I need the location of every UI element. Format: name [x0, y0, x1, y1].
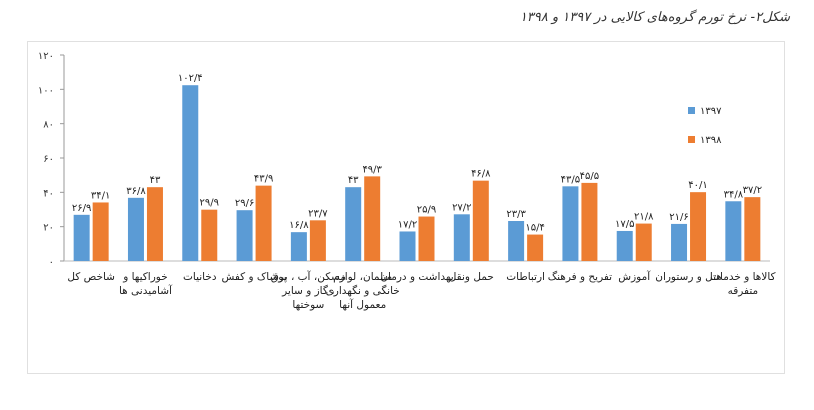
bar: [690, 192, 707, 261]
y-tick-label: ۱۲۰: [38, 51, 54, 62]
y-tick-label: ۸۰: [43, 120, 54, 131]
bar: [236, 210, 253, 261]
chart-title: شکل۲- نرخ تورم گروه‌های کالایی در ۱۳۹۷ و…: [519, 10, 790, 25]
x-tick-label: شاخص کل: [67, 271, 115, 283]
data-label: ۴۳: [348, 175, 359, 186]
data-label: ۳۴/۸: [724, 189, 744, 200]
bar: [146, 187, 163, 261]
data-label: ۴۳: [150, 175, 161, 186]
data-label: ۴۶/۸: [471, 169, 491, 180]
data-label: ۱۷/۲: [398, 219, 417, 230]
data-label: ۲۹/۶: [235, 198, 254, 209]
bar: [364, 176, 381, 261]
x-tick-label: مبلمان، لوازم خانگی و نگهداری معمول آنها: [325, 271, 400, 311]
data-label: ۲۳/۳: [506, 209, 526, 220]
y-tick-label: ۴۰: [43, 188, 54, 199]
x-tick-label: ارتباطات: [506, 271, 545, 283]
bar: [345, 187, 362, 261]
data-label: ۳۶/۸: [126, 186, 146, 197]
data-label: ۲۱/۶: [669, 212, 688, 223]
data-label: ۱۶/۸: [289, 220, 309, 231]
bar: [527, 234, 544, 261]
data-label: ۲۶/۹: [72, 203, 91, 214]
x-tick-label: خوراکیها و آشامیدنی ها: [118, 271, 172, 297]
bar: [616, 230, 633, 261]
data-label: ۴۳/۹: [254, 174, 273, 185]
x-tick-label: پوشاک و کفش: [221, 271, 287, 283]
data-label: ۲۳/۷: [308, 208, 328, 219]
bar: [201, 209, 218, 261]
data-label: ۱۵/۴: [525, 223, 544, 234]
bar: [309, 220, 326, 261]
data-label: ۳۴/۱: [91, 190, 110, 201]
data-label: ۳۷/۲: [743, 185, 762, 196]
data-label: ۴۳/۵: [561, 174, 580, 185]
y-tick-label: ۰: [49, 257, 54, 268]
data-label: ۲۹/۹: [200, 198, 219, 209]
y-tick-label: ۶۰: [43, 154, 54, 165]
legend-label: ۱۳۹۷: [700, 106, 722, 117]
bar: [635, 223, 652, 261]
bar: [472, 180, 489, 261]
legend-swatch: [688, 136, 695, 143]
data-label: ۴۰/۱: [688, 180, 707, 191]
x-tick-label: تفریح و فرهنگ: [547, 271, 613, 283]
bar: [182, 85, 199, 261]
data-label: ۴۵/۵: [580, 171, 599, 182]
bar: [725, 201, 742, 261]
bar: [290, 232, 307, 261]
bar: [399, 231, 416, 261]
bar: [671, 223, 688, 261]
data-label: ۴۹/۳: [362, 164, 382, 175]
chart-frame: [27, 41, 785, 374]
bar: [562, 186, 579, 261]
x-tick-label: حمل ونقل: [448, 271, 494, 283]
y-tick-label: ۲۰: [43, 223, 54, 234]
bar: [581, 182, 598, 261]
bar: [418, 216, 435, 261]
legend-label: ۱۳۹۸: [700, 135, 722, 146]
x-tick-label: دخانیات: [182, 271, 217, 283]
x-tick-label: بهداشت و درمان: [380, 271, 454, 283]
x-tick-label: کالاها و خدمات متفرقه: [710, 271, 776, 297]
x-tick-label: آموزش: [618, 271, 651, 283]
x-tick-label: هتل و رستوران: [655, 271, 722, 283]
bar: [255, 185, 272, 261]
data-label: ۱۷/۵: [615, 219, 634, 230]
bar: [127, 197, 144, 261]
bar: [453, 214, 470, 261]
data-label: ۲۵/۹: [417, 205, 436, 216]
bar: [508, 221, 525, 261]
legend-swatch: [688, 107, 695, 114]
data-label: ۲۷/۲: [452, 202, 471, 213]
x-tick-label: مسکن، آب ، برق ، گاز و سایر سوختها: [270, 271, 346, 311]
bar: [744, 197, 761, 261]
y-tick-label: ۱۰۰: [38, 85, 54, 96]
bar: [92, 202, 109, 261]
data-label: ۲۱/۸: [634, 212, 654, 223]
data-label: ۱۰۲/۴: [178, 73, 203, 84]
bar: [73, 214, 90, 261]
